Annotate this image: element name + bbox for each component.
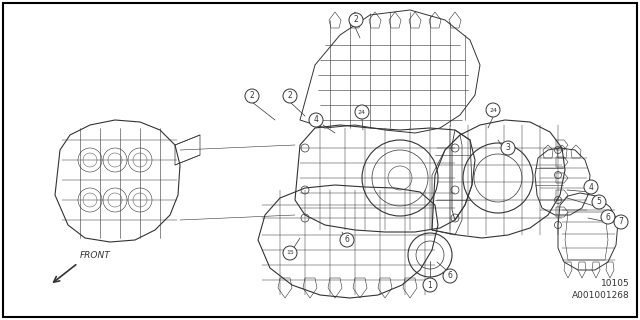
Text: 1: 1	[428, 281, 433, 290]
Text: 10105: 10105	[601, 279, 630, 288]
Text: 7: 7	[619, 218, 623, 227]
Text: 6: 6	[344, 236, 349, 244]
Circle shape	[355, 105, 369, 119]
Text: 5: 5	[596, 197, 602, 206]
Text: 15: 15	[286, 251, 294, 255]
Text: 6: 6	[605, 212, 611, 221]
Circle shape	[309, 113, 323, 127]
Text: 2: 2	[287, 92, 292, 100]
Circle shape	[349, 13, 363, 27]
Text: A001001268: A001001268	[572, 291, 630, 300]
Circle shape	[584, 180, 598, 194]
Circle shape	[486, 103, 500, 117]
Circle shape	[283, 89, 297, 103]
Text: 6: 6	[447, 271, 452, 281]
Text: 2: 2	[354, 15, 358, 25]
Text: FRONT: FRONT	[80, 251, 111, 260]
Circle shape	[592, 195, 606, 209]
Text: 24: 24	[489, 108, 497, 113]
Text: 4: 4	[589, 182, 593, 191]
Circle shape	[423, 278, 437, 292]
Text: 24: 24	[358, 109, 366, 115]
Circle shape	[614, 215, 628, 229]
Text: 4: 4	[314, 116, 319, 124]
Circle shape	[245, 89, 259, 103]
Text: 2: 2	[250, 92, 254, 100]
Circle shape	[601, 210, 615, 224]
Circle shape	[283, 246, 297, 260]
Circle shape	[501, 141, 515, 155]
Circle shape	[443, 269, 457, 283]
Circle shape	[340, 233, 354, 247]
Text: 3: 3	[506, 143, 511, 153]
